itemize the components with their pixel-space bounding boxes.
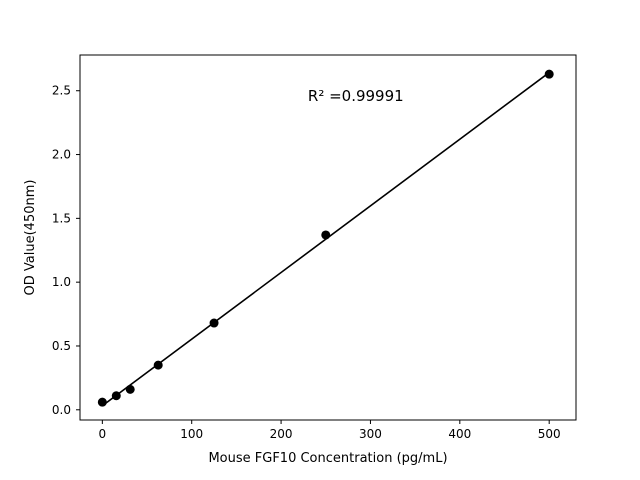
- y-axis-tick-label: 2.0: [52, 148, 71, 162]
- x-axis-tick-label: 400: [448, 427, 471, 441]
- data-point: [153, 360, 163, 370]
- x-axis-label: Mouse FGF10 Concentration (pg/mL): [208, 451, 447, 466]
- y-axis-tick-label: 1.5: [52, 211, 71, 225]
- y-axis-tick-label: 0.0: [52, 403, 71, 417]
- x-axis-tick-label: 500: [538, 427, 561, 441]
- data-point: [544, 69, 554, 79]
- data-point: [321, 230, 331, 240]
- plot-border: [79, 54, 577, 421]
- y-axis-tick-label: 2.5: [52, 84, 71, 98]
- data-point: [111, 391, 121, 401]
- x-axis-tick-label: 0: [99, 427, 107, 441]
- y-axis-label: OD Value(450nm): [23, 180, 38, 296]
- x-axis-tick-label: 100: [180, 427, 203, 441]
- y-axis-tick-label: 1.0: [52, 275, 71, 289]
- data-point: [209, 318, 219, 328]
- r-squared-annotation: R² =0.99991: [308, 87, 404, 105]
- x-axis-tick-label: 200: [270, 427, 293, 441]
- data-point: [97, 397, 107, 407]
- y-axis-tick-label: 0.5: [52, 339, 71, 353]
- data-point: [125, 384, 135, 394]
- x-axis-tick-label: 300: [359, 427, 382, 441]
